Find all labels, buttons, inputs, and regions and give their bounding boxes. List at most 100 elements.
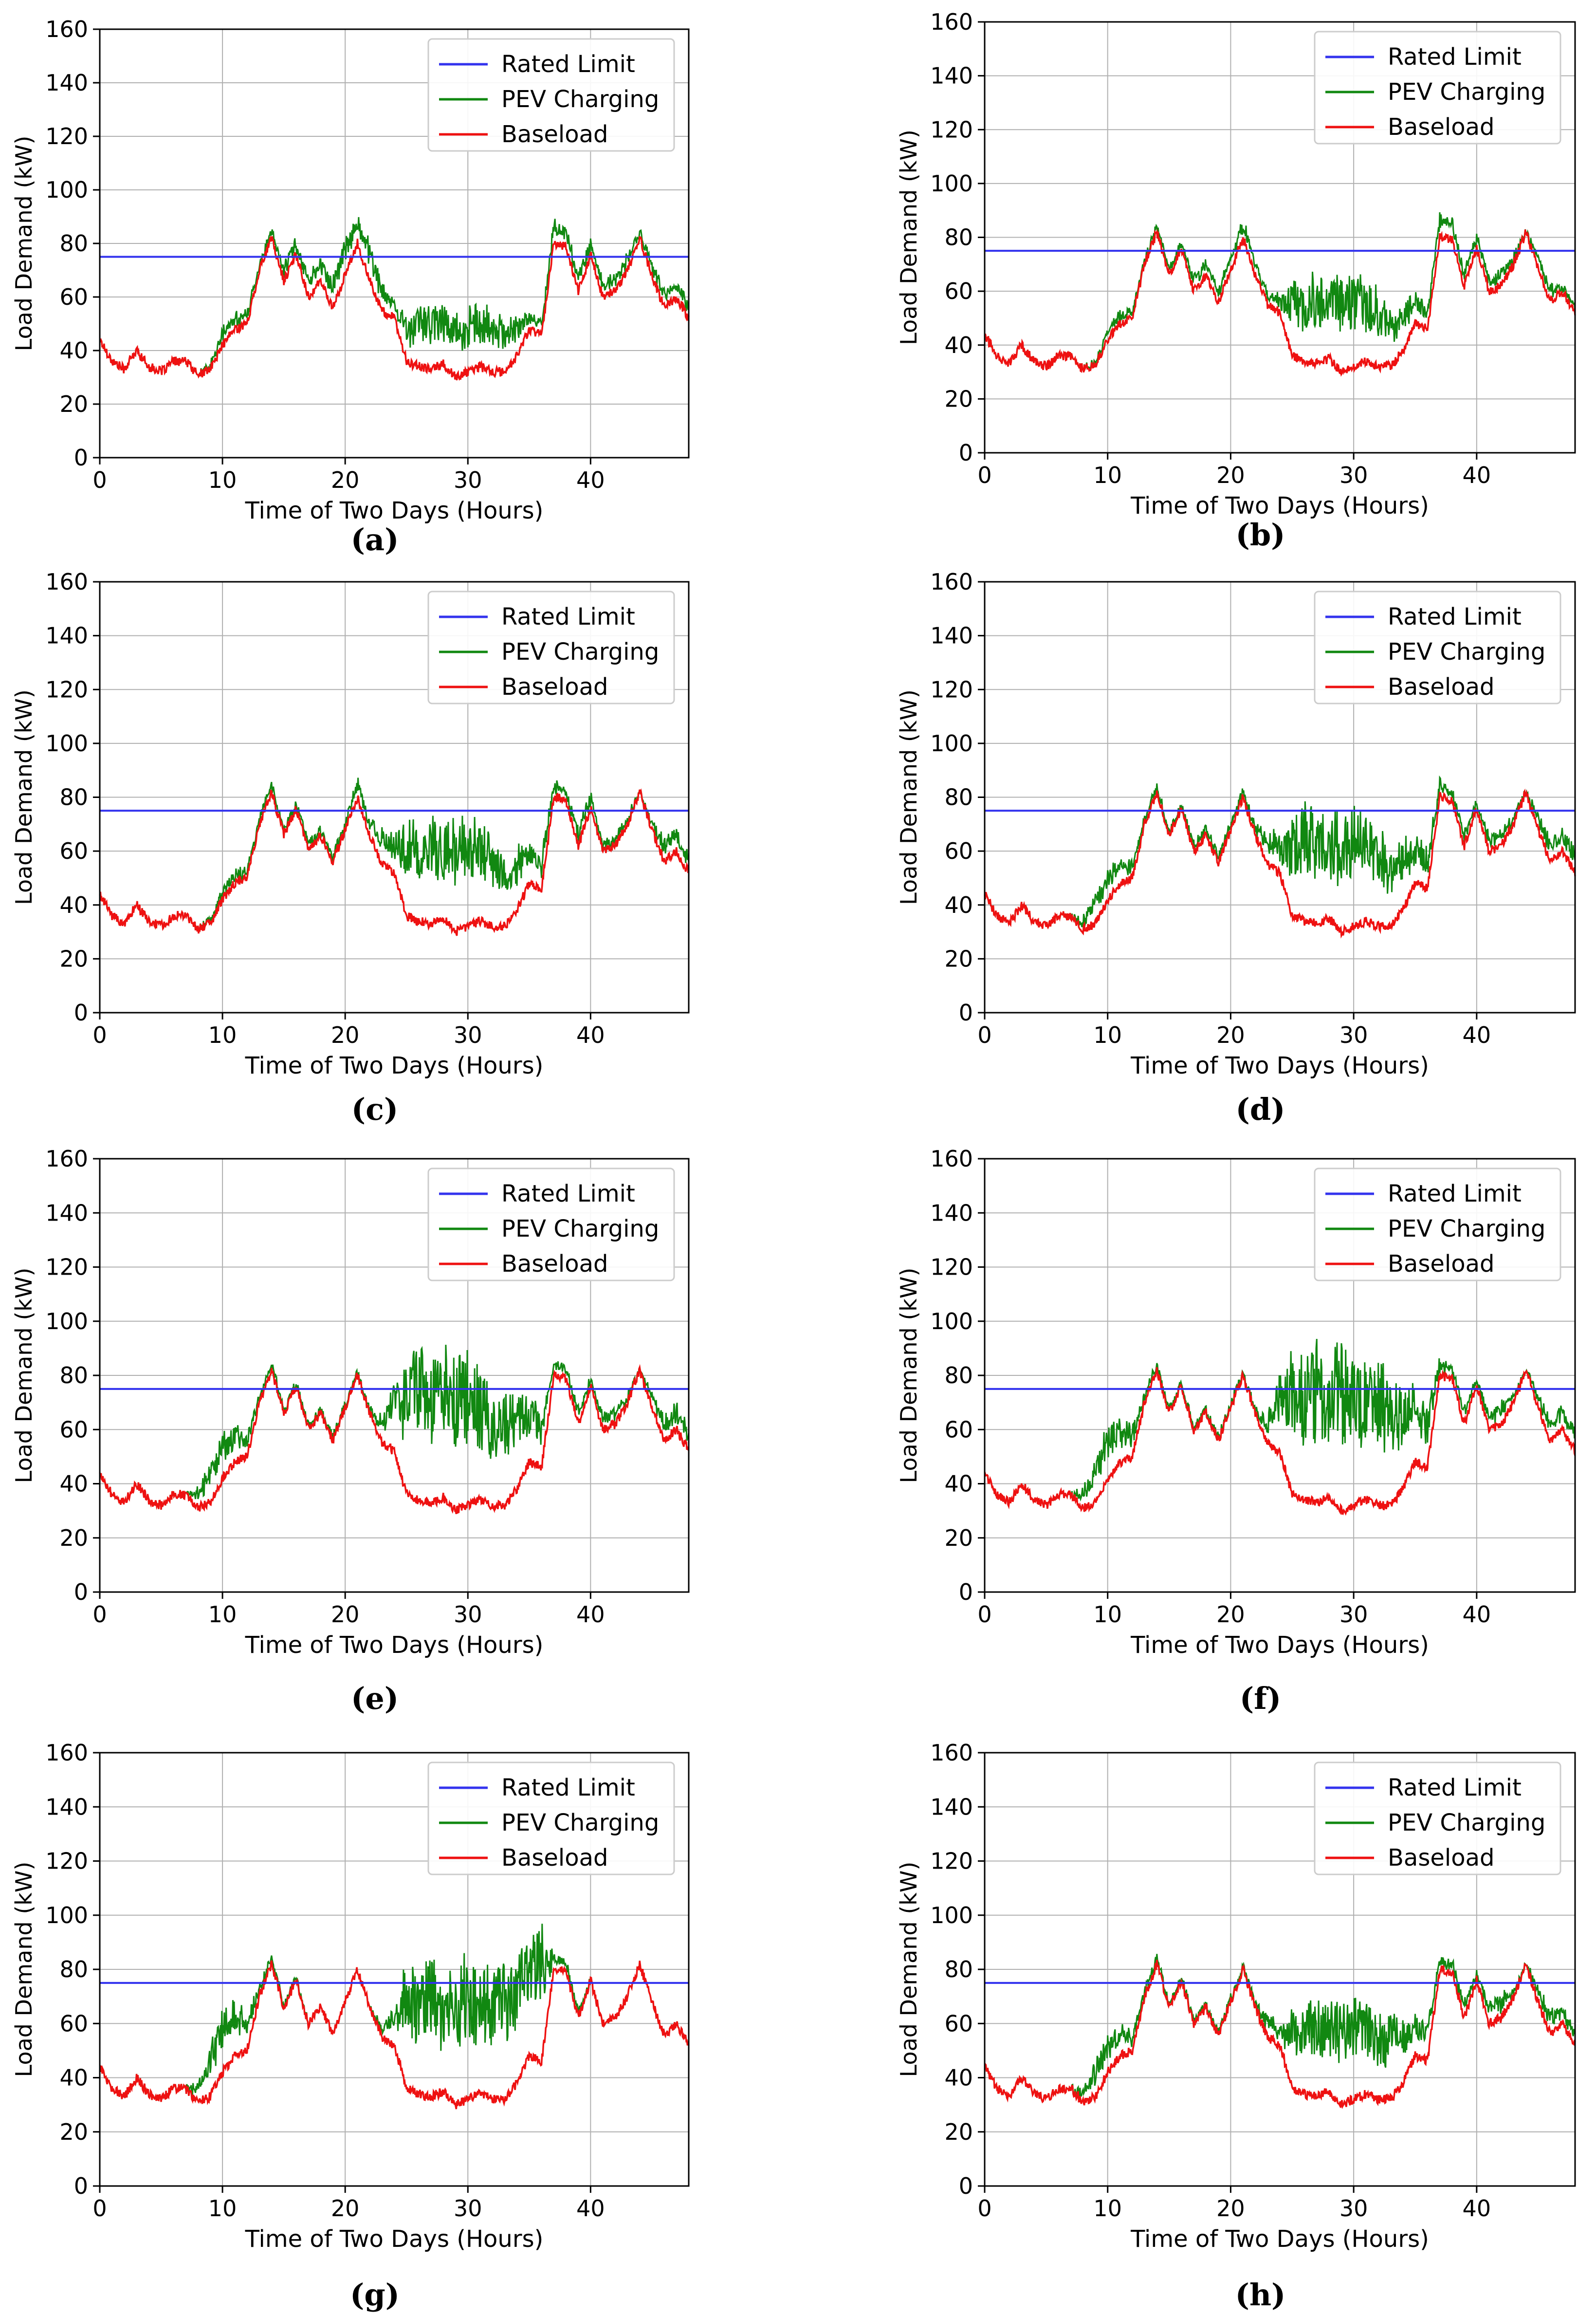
y-tick-label: 0 <box>959 1000 973 1026</box>
legend-label: PEV Charging <box>1388 1809 1545 1836</box>
legend <box>427 38 675 152</box>
x-tick-label: 20 <box>1216 1601 1245 1628</box>
y-axis-label: Load Demand (kW) <box>11 1268 37 1483</box>
y-tick-label: 80 <box>944 1956 973 1982</box>
series-baseload <box>984 1960 1576 2110</box>
x-tick-label: 0 <box>977 462 991 488</box>
y-tick-label: 20 <box>59 2119 88 2145</box>
y-tick-label: 40 <box>944 1471 973 1497</box>
x-axis-label: Time of Two Days (Hours) <box>245 2225 544 2253</box>
x-axis-label: Time of Two Days (Hours) <box>1130 2225 1429 2253</box>
y-tick-label: 60 <box>59 1416 88 1443</box>
x-tick-label: 10 <box>208 467 237 493</box>
x-tick-label: 10 <box>208 1022 237 1048</box>
legend <box>1314 1167 1561 1281</box>
y-tick-label: 100 <box>930 170 973 197</box>
series-baseload <box>99 788 690 936</box>
y-tick-label: 120 <box>45 123 88 149</box>
y-axis-label: Load Demand (kW) <box>11 136 37 352</box>
y-tick-label: 120 <box>45 1848 88 1874</box>
x-tick-label: 30 <box>1339 462 1368 488</box>
y-axis-label: Load Demand (kW) <box>896 1862 922 2077</box>
y-tick-label: 60 <box>944 838 973 864</box>
legend-label: Rated Limit <box>501 51 635 78</box>
y-tick-label: 160 <box>45 16 88 42</box>
y-tick-label: 40 <box>59 1471 88 1497</box>
legend-label: Rated Limit <box>501 1180 635 1207</box>
legend-label: Baseload <box>1388 1250 1494 1278</box>
x-tick-label: 20 <box>331 1022 360 1048</box>
y-axis-label: Load Demand (kW) <box>896 130 922 345</box>
x-tick-label: 20 <box>1216 462 1245 488</box>
panel-caption: (c) <box>351 1092 398 1127</box>
series-pev-charging <box>984 1338 1576 1509</box>
x-tick-label: 30 <box>1339 1022 1368 1048</box>
series-pev-charging <box>984 1954 1576 2103</box>
legend <box>427 1761 675 1875</box>
x-tick-label: 40 <box>576 1601 605 1628</box>
y-tick-label: 40 <box>944 892 973 918</box>
y-tick-label: 120 <box>45 676 88 703</box>
x-tick-label: 40 <box>1463 1601 1491 1628</box>
legend-label: Baseload <box>501 673 608 701</box>
legend-label: Rated Limit <box>501 1774 635 1801</box>
legend-label: PEV Charging <box>501 1809 659 1836</box>
y-tick-label: 100 <box>45 1902 88 1928</box>
y-tick-label: 0 <box>74 1579 88 1605</box>
x-tick-label: 30 <box>454 1022 482 1048</box>
x-tick-label: 40 <box>576 467 605 493</box>
legend <box>1314 1761 1561 1875</box>
x-tick-label: 20 <box>331 1601 360 1628</box>
y-tick-label: 140 <box>930 63 973 89</box>
legend-label: Baseload <box>1388 1844 1494 1871</box>
chart-panel-a: 0 10 20 30 40 0 20 40 60 80 100 120 140 160 Time of Tw… <box>11 16 690 557</box>
y-tick-label: 160 <box>930 569 973 595</box>
legend-label: Rated Limit <box>1388 1180 1522 1207</box>
legend-label: PEV Charging <box>501 1215 659 1242</box>
legend-label: Baseload <box>501 1250 608 1278</box>
legend-label: PEV Charging <box>501 638 659 666</box>
x-tick-label: 0 <box>977 2195 991 2222</box>
chart-panel-f: 0 10 20 30 40 0 20 40 60 80 100 120 140 160 Time of Tw… <box>896 1146 1576 1716</box>
legend <box>427 1167 675 1281</box>
y-axis-label: Load Demand (kW) <box>896 689 922 905</box>
y-tick-label: 100 <box>930 730 973 757</box>
y-tick-label: 160 <box>930 1740 973 1766</box>
x-tick-label: 20 <box>331 2195 360 2222</box>
x-axis-label: Time of Two Days (Hours) <box>1130 1052 1429 1079</box>
series-baseload <box>99 1960 690 2110</box>
y-tick-label: 60 <box>944 278 973 304</box>
y-tick-label: 80 <box>944 1362 973 1389</box>
x-tick-label: 40 <box>576 1022 605 1048</box>
y-tick-label: 160 <box>45 1740 88 1766</box>
x-axis-label: Time of Two Days (Hours) <box>245 1631 544 1659</box>
y-tick-label: 20 <box>944 1525 973 1551</box>
legend-label: Baseload <box>1388 673 1494 701</box>
x-tick-label: 20 <box>331 467 360 493</box>
x-tick-label: 40 <box>1463 2195 1491 2222</box>
y-tick-label: 100 <box>45 1308 88 1334</box>
chart-panel-c: 0 10 20 30 40 0 20 40 60 80 100 120 140 160 Time of Tw… <box>11 569 690 1127</box>
x-tick-label: 20 <box>1216 2195 1245 2222</box>
chart-panel-h: 0 10 20 30 40 0 20 40 60 80 100 120 140 160 Time of Tw… <box>896 1740 1576 2313</box>
y-tick-label: 80 <box>59 230 88 257</box>
y-tick-label: 80 <box>944 784 973 811</box>
y-tick-label: 160 <box>930 9 973 35</box>
y-tick-label: 0 <box>74 1000 88 1026</box>
x-tick-label: 30 <box>454 2195 482 2222</box>
x-tick-label: 10 <box>1093 462 1122 488</box>
y-tick-label: 60 <box>944 1416 973 1443</box>
legend-label: Rated Limit <box>1388 43 1522 71</box>
panel-caption: (f) <box>1240 1681 1281 1716</box>
x-axis-label: Time of Two Days (Hours) <box>245 497 544 524</box>
series-baseload <box>99 1364 690 1515</box>
panel-caption: (b) <box>1235 517 1285 553</box>
y-tick-label: 80 <box>59 1362 88 1389</box>
y-tick-label: 20 <box>59 945 88 972</box>
panel-caption: (a) <box>351 522 399 557</box>
legend-label: Rated Limit <box>1388 603 1522 630</box>
y-tick-label: 0 <box>959 1579 973 1605</box>
x-tick-label: 0 <box>92 1022 107 1048</box>
chart-panel-g: 0 10 20 30 40 0 20 40 60 80 100 120 140 160 Time of Tw… <box>11 1740 690 2313</box>
